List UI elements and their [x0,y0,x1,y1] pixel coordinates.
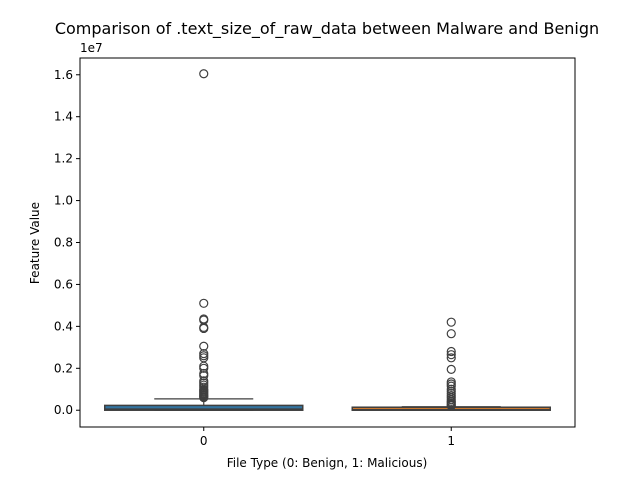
outlier-point [446,353,456,363]
outlier-point [199,69,209,79]
y-axis-label: Feature Value [28,202,42,284]
y-tick-label: 0.8 [54,236,73,250]
outlier-point [199,341,209,351]
y-tick-label: 0.6 [54,277,73,291]
y-tick-label: 1.0 [54,194,73,208]
outlier-point [199,393,209,403]
box-iqr [104,404,304,411]
y-tick-label: 1.2 [54,152,73,166]
x-tick-label: 0 [200,434,208,448]
x-tick-label: 1 [447,434,455,448]
y-tick-label: 0.0 [54,403,73,417]
y-tick-label: 0.4 [54,319,73,333]
outlier-point [199,371,209,381]
chart-title: Comparison of .text_size_of_raw_data bet… [55,19,599,39]
outlier-point [199,323,209,334]
plot-area [104,69,551,411]
y-tick-label: 1.4 [54,110,73,124]
x-axis-label: File Type (0: Benign, 1: Malicious) [227,456,428,470]
outlier-point [446,329,456,339]
outlier-point [199,298,209,308]
outlier-point [446,350,456,360]
box-group-0 [104,69,304,411]
y-tick-label: 1.6 [54,68,73,82]
outlier-point [446,346,456,357]
y-tick-label: 0.2 [54,361,73,375]
outlier-point [446,317,456,327]
y-axis: 0.0 0.2 0.4 0.6 0.8 1.0 1.2 1.4 1.6 [54,68,80,417]
y-scale-exponent-label: 1e7 [80,41,103,55]
outlier-point [446,381,456,391]
outlier-point [199,363,209,373]
outlier-point [446,401,456,411]
box-group-1 [351,317,551,411]
outlier-point [446,364,456,374]
